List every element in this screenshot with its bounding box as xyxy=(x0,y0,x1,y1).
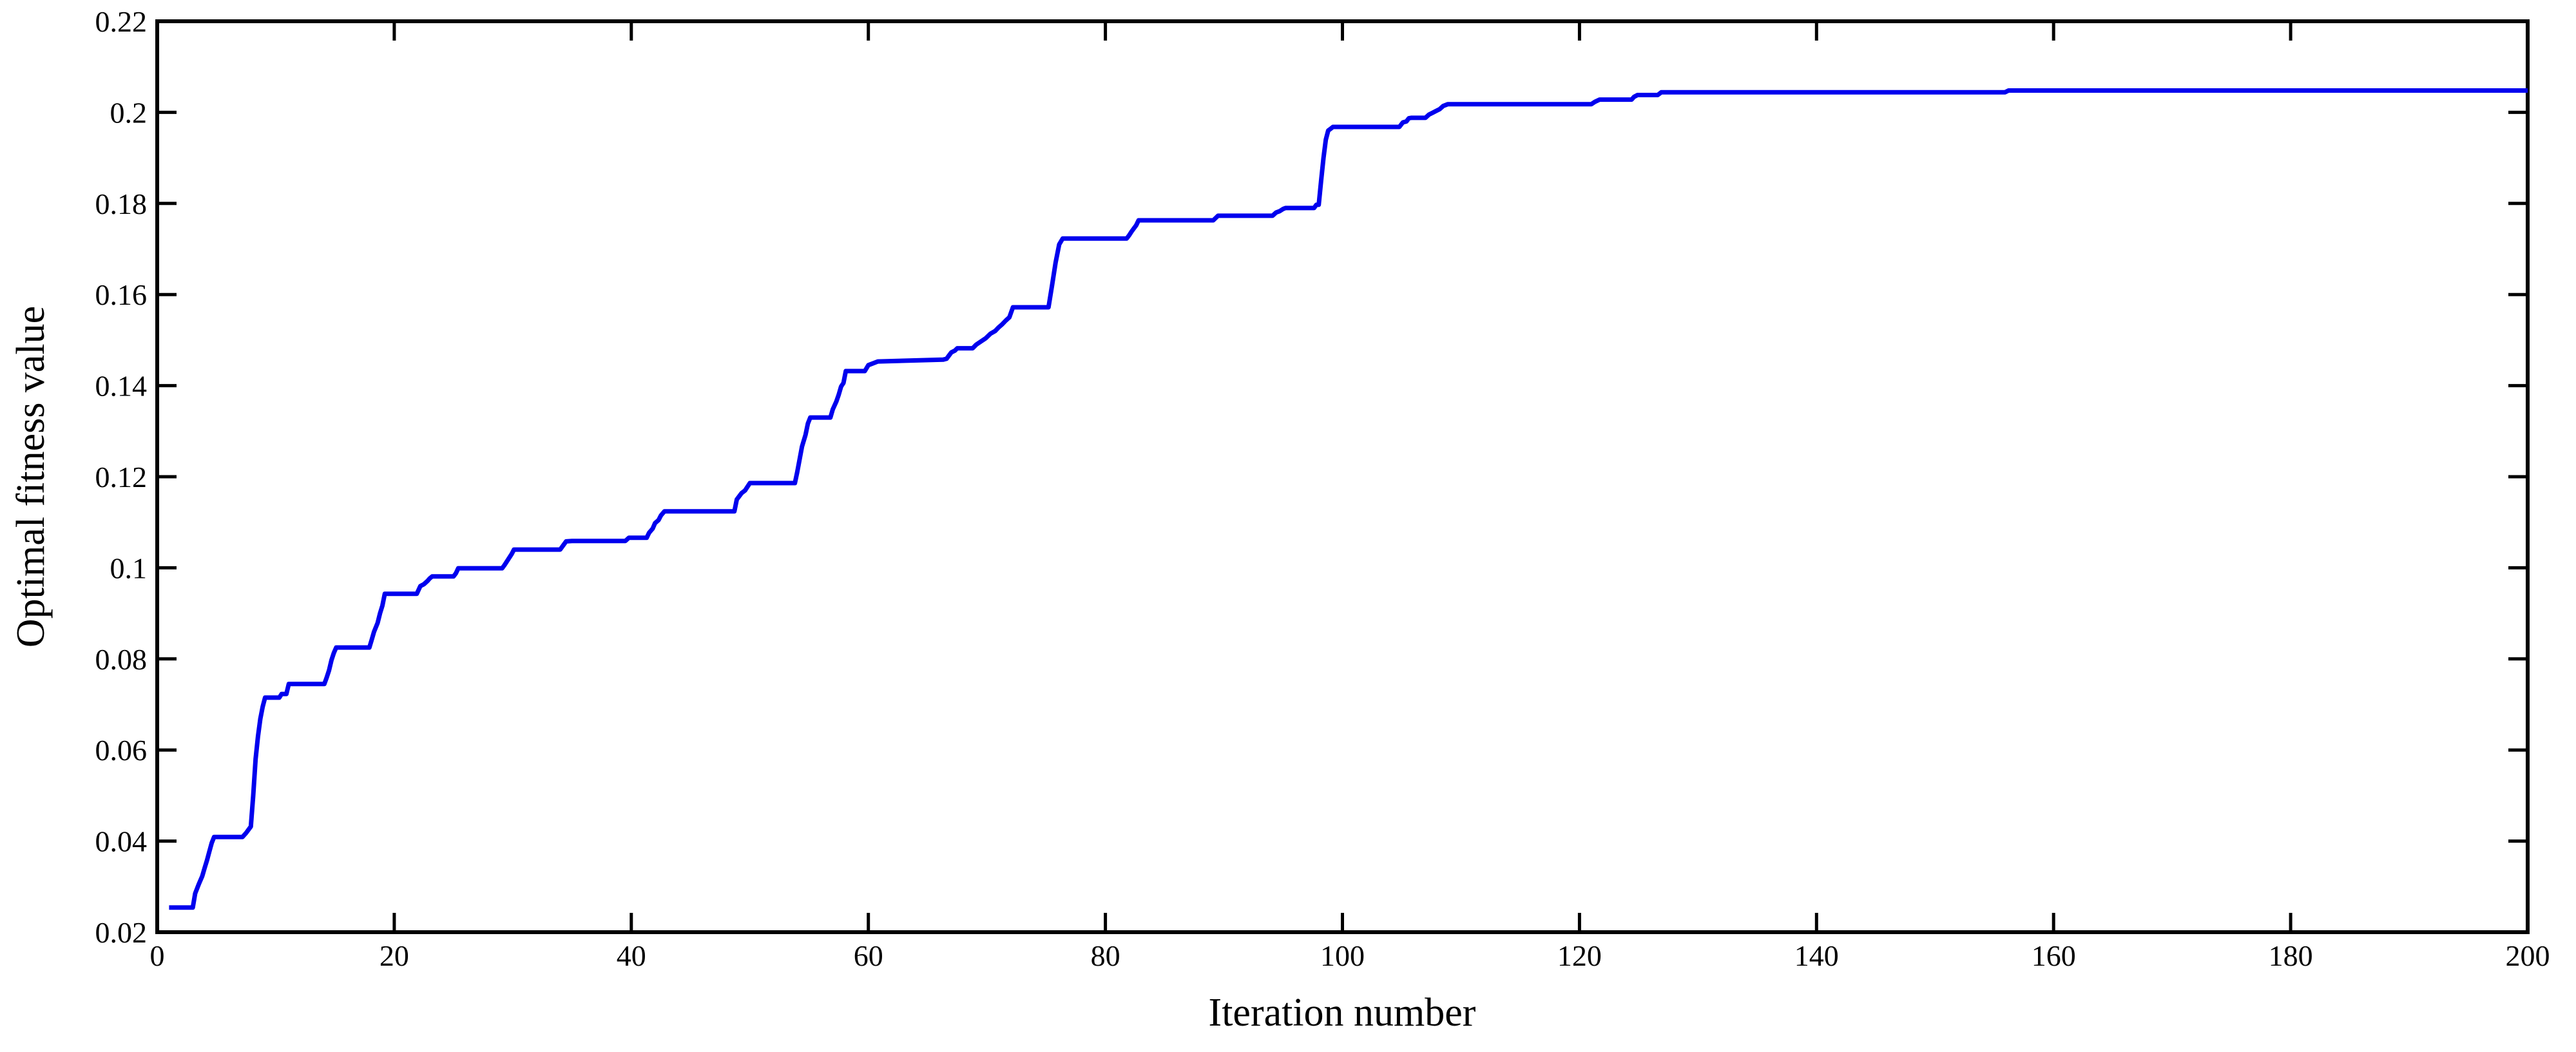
y-tick-label: 0.22 xyxy=(95,5,148,38)
x-tick-label: 100 xyxy=(1320,939,1365,972)
y-tick-label: 0.08 xyxy=(95,643,148,676)
x-axis-title: Iteration number xyxy=(1209,991,1476,1035)
x-tick-label: 0 xyxy=(150,939,165,972)
x-tick-label: 60 xyxy=(854,939,883,972)
x-tick-label: 200 xyxy=(2506,939,2550,972)
fitness-curve xyxy=(169,88,2528,910)
y-axis-title: Optimal fitness value xyxy=(9,306,53,647)
axis-ticks xyxy=(155,19,2530,934)
y-tick-label: 0.14 xyxy=(95,370,148,403)
y-tick-labels: 0.02 0.04 0.06 0.08 0.1 0.12 0.14 0.16 0.18 0.2 0.… xyxy=(95,5,148,949)
y-tick-label: 0.12 xyxy=(95,461,148,493)
series-lines xyxy=(169,88,2528,910)
y-tick-label: 0.16 xyxy=(95,278,148,311)
y-tick-label: 0.02 xyxy=(95,916,148,949)
plot-box xyxy=(155,19,2530,934)
x-tick-label: 80 xyxy=(1091,939,1120,972)
y-tick-label: 0.04 xyxy=(95,825,148,858)
x-tick-label: 180 xyxy=(2269,939,2313,972)
x-tick-label: 160 xyxy=(2032,939,2076,972)
x-tick-labels: 0 20 40 60 80 100 120 140 160 180 200 xyxy=(150,939,2550,972)
x-tick-label: 120 xyxy=(1557,939,1602,972)
y-tick-label: 0.18 xyxy=(95,187,148,220)
x-tick-label: 40 xyxy=(617,939,646,972)
y-tick-label: 0.1 xyxy=(110,551,148,584)
y-tick-label: 0.06 xyxy=(95,734,148,767)
x-tick-label: 140 xyxy=(1794,939,1839,972)
y-tick-label: 0.2 xyxy=(110,96,148,129)
x-tick-label: 20 xyxy=(380,939,409,972)
